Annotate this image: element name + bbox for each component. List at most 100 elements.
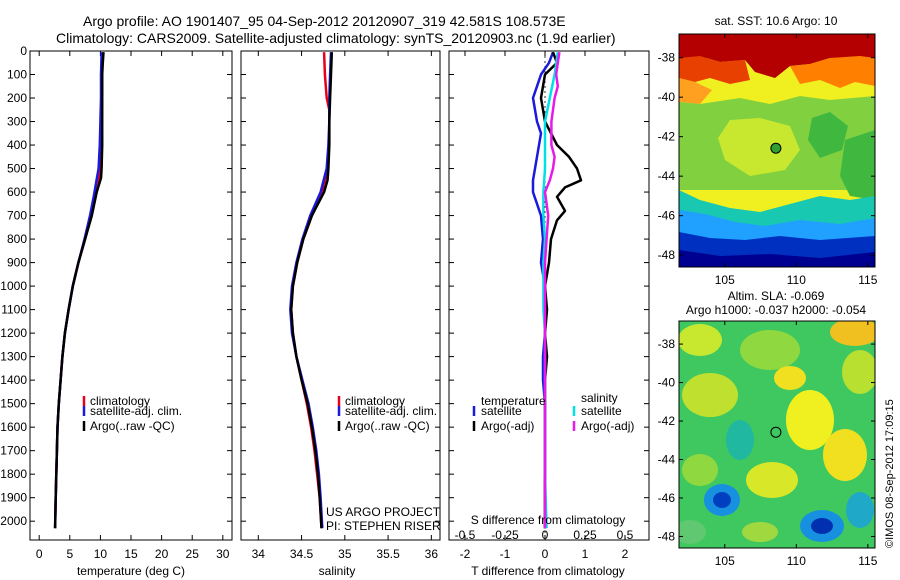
map-y-tick-label: -46 bbox=[658, 209, 676, 223]
map-y-tick-label: -48 bbox=[658, 529, 676, 543]
salinity-panel: 34 34.5 35 35.5 36 salinity climatology sate… bbox=[240, 50, 441, 578]
y-tick-label: 1100 bbox=[1, 303, 27, 317]
series-line-climatology bbox=[289, 52, 331, 529]
x2-tick-label: 0.5 bbox=[617, 528, 634, 542]
x-tick-label: 10 bbox=[94, 547, 108, 561]
legend-temperature-title: temperature bbox=[481, 394, 546, 408]
sla-map-title: Altim. SLA: -0.069 bbox=[728, 289, 825, 303]
legend-t-satellite: satellite bbox=[481, 404, 522, 418]
series-line-temperature-satellite bbox=[531, 51, 555, 529]
series-line-satellite-adj-clim bbox=[289, 52, 333, 529]
x-tick-label: 25 bbox=[186, 547, 200, 561]
x-tick-label: 35.5 bbox=[376, 547, 400, 561]
y-tick-label: 400 bbox=[7, 138, 27, 152]
x-tick-label: 34 bbox=[252, 547, 266, 561]
y-tick-label: 1300 bbox=[0, 350, 27, 364]
x2-tick-label: -0.5 bbox=[455, 528, 476, 542]
x-tick-label: -2 bbox=[460, 547, 471, 561]
map-y-tick-label: -46 bbox=[658, 491, 676, 505]
imos-watermark: ©IMOS 08-Sep-2012 17:09:15 bbox=[884, 399, 896, 548]
legend-t-argo: Argo(-adj) bbox=[481, 419, 534, 433]
map-x-tick-label: 110 bbox=[787, 273, 806, 287]
map-x-tick-label: 115 bbox=[858, 273, 877, 287]
y-tick-label: 1800 bbox=[0, 467, 27, 481]
temperature-xlabel: temperature (deg C) bbox=[77, 564, 185, 578]
series-line-argo-raw-qc bbox=[53, 52, 105, 529]
y-tick-label: 1500 bbox=[0, 397, 27, 411]
series-line-temperature-argo-adj bbox=[539, 51, 583, 529]
series-line-satellite-adj-clim bbox=[53, 52, 103, 529]
chart-title-line2: Climatology: CARS2009. Satellite-adjuste… bbox=[56, 30, 616, 46]
difference-plot-frame bbox=[448, 50, 650, 541]
x-tick-label: 35 bbox=[338, 547, 352, 561]
y-tick-label: 300 bbox=[7, 115, 27, 129]
salinity-xlabel: salinity bbox=[319, 564, 356, 578]
series-line-salinity-argo-adj bbox=[543, 52, 561, 529]
x-tick-label: 0 bbox=[542, 547, 549, 561]
legend-argo: Argo(..raw -QC) bbox=[90, 419, 175, 433]
map-x-tick-label: 115 bbox=[858, 554, 877, 568]
salinity-legend: climatology satellite-adj. clim. Argo(..… bbox=[337, 394, 437, 433]
map-y-tick-label: -42 bbox=[658, 130, 676, 144]
map-y-tick-label: -48 bbox=[658, 248, 676, 262]
legend-climatology: climatology bbox=[345, 394, 405, 408]
sst-map-frame bbox=[678, 33, 876, 268]
map-y-tick-label: -38 bbox=[658, 337, 676, 351]
x-tick-label: 5 bbox=[66, 547, 73, 561]
project-label: US ARGO PROJECT bbox=[326, 505, 441, 519]
y-tick-label: 1400 bbox=[0, 373, 27, 387]
y-tick-label: 600 bbox=[7, 185, 27, 199]
x-tick-label: 36 bbox=[425, 547, 439, 561]
y-tick-label: 100 bbox=[7, 68, 27, 82]
chart-title-line1: Argo profile: AO 1901407_95 04-Sep-2012 … bbox=[83, 13, 566, 29]
difference-legend: temperature satellite Argo(-adj) salinit… bbox=[472, 391, 634, 433]
y-tick-label: 1700 bbox=[0, 444, 27, 458]
y-tick-label: 900 bbox=[7, 256, 27, 270]
t-difference-label: T difference from climatology bbox=[471, 564, 625, 578]
map-y-tick-label: -44 bbox=[658, 453, 676, 467]
pi-label: PI: STEPHEN RISER bbox=[326, 519, 441, 533]
x2-tick-label: 0.25 bbox=[573, 528, 597, 542]
x2-tick-label: -0.25 bbox=[491, 528, 519, 542]
series-line-argo-raw-qc bbox=[289, 52, 334, 529]
legend-satellite-adj: satellite-adj. clim. bbox=[90, 404, 182, 418]
y-tick-label: 800 bbox=[7, 232, 27, 246]
y-tick-label: 200 bbox=[7, 91, 27, 105]
map-y-tick-label: -44 bbox=[658, 169, 676, 183]
x-tick-label: 34.5 bbox=[290, 547, 314, 561]
legend-climatology: climatology bbox=[90, 394, 150, 408]
x-tick-label: 15 bbox=[124, 547, 138, 561]
map-y-tick-label: -40 bbox=[658, 376, 676, 390]
legend-argo: Argo(..raw -QC) bbox=[345, 419, 430, 433]
x-tick-label: -1 bbox=[500, 547, 511, 561]
s-difference-label: S difference from climatology bbox=[471, 513, 626, 527]
x-tick-label: 0 bbox=[36, 547, 43, 561]
x-tick-label: 30 bbox=[216, 547, 230, 561]
legend-satellite-adj: satellite-adj. clim. bbox=[345, 404, 437, 418]
temperature-legend: climatology satellite-adj. clim. Argo(..… bbox=[82, 394, 182, 433]
sla-map-subtitle: Argo h1000: -0.037 h2000: -0.054 bbox=[686, 303, 866, 317]
sst-map-panel: sat. SST: 10.6 Argo: 10 -38 -40 -42 -44 -46 -… bbox=[658, 14, 878, 287]
map-y-tick-label: -42 bbox=[658, 414, 676, 428]
x2-tick-label: 0 bbox=[542, 528, 549, 542]
argo-location-marker bbox=[770, 142, 782, 154]
map-x-tick-label: 105 bbox=[715, 554, 735, 568]
y-tick-label: 700 bbox=[7, 209, 27, 223]
difference-panel: -2 -1 0 1 2 -0.5 -0.25 0 0.25 0.5 S difference f… bbox=[448, 50, 650, 578]
y-tick-label: 1600 bbox=[0, 420, 27, 434]
y-tick-label: 500 bbox=[7, 162, 27, 176]
argo-location-marker bbox=[770, 426, 782, 438]
sla-map-frame bbox=[678, 320, 876, 549]
x-tick-label: 20 bbox=[155, 547, 169, 561]
y-tick-label: 2000 bbox=[0, 514, 27, 528]
sst-map-title: sat. SST: 10.6 Argo: 10 bbox=[715, 14, 838, 28]
y-tick-label: 1000 bbox=[0, 279, 27, 293]
map-x-tick-label: 110 bbox=[787, 554, 806, 568]
legend-s-argo: Argo(-adj) bbox=[581, 419, 634, 433]
series-line-climatology bbox=[53, 52, 104, 529]
y-tick-label: 1200 bbox=[0, 326, 27, 340]
map-x-tick-label: 105 bbox=[715, 273, 735, 287]
map-y-tick-label: -38 bbox=[658, 51, 676, 65]
y-tick-label: 1900 bbox=[0, 491, 27, 505]
